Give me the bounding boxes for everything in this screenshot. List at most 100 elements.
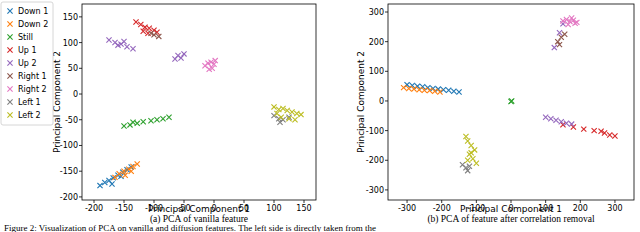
y-tick [79,16,82,17]
y-tick [385,71,388,72]
point [289,109,294,114]
x-tick-label: -200 [433,204,451,213]
legend-label: Up 2 [18,59,37,68]
point [166,115,171,120]
point [474,161,479,166]
legend-label: Left 2 [18,111,41,120]
x-tick-label: -150 [115,204,133,213]
legend: Down 1Down 2StillUp 1Up 2Right 1Right 2L… [1,2,53,125]
point [160,116,165,121]
point [446,88,451,93]
x-tick [154,200,155,203]
y-tick [79,94,82,95]
y-tick-label: 0 [73,90,78,99]
point [581,127,586,132]
legend-label: Down 1 [18,7,48,16]
point [135,161,140,166]
point [592,128,597,133]
y-tick [79,68,82,69]
y-tick-label: -200 [60,193,78,202]
legend-marker [7,112,12,117]
point [543,115,548,120]
point [172,56,177,61]
point [117,171,122,176]
point [465,158,470,163]
point [213,58,218,63]
x-tick-label: -300 [398,204,416,213]
x-tick [124,200,125,203]
point [147,26,152,31]
y-tick-label: -200 [366,156,384,165]
point [141,119,146,124]
point [437,89,442,94]
point [432,89,437,94]
point [401,85,406,90]
point [130,46,135,51]
y-tick-label: 200 [369,38,384,47]
legend-marker [7,34,12,39]
x-tick [214,200,215,203]
x-tick [511,200,512,203]
point [181,51,186,56]
y-tick [79,196,82,197]
x-axis-label: Principal Component 1 [460,204,562,214]
y-tick-label: 300 [369,8,384,17]
point [451,89,456,94]
point [572,21,577,26]
x-tick [441,200,442,203]
point [562,32,567,37]
x-tick [184,200,185,203]
figure: -200-150-100-50050100150-200-150-100-500… [0,0,640,232]
point [271,113,276,118]
point [141,29,146,34]
point [559,119,564,124]
point [509,98,514,103]
point [469,143,474,148]
point [121,169,126,174]
y-tick-label: -100 [366,127,384,136]
point [210,66,215,71]
y-tick [385,12,388,13]
point [156,34,161,39]
x-tick [274,200,275,203]
legend-label: Down 2 [18,20,48,29]
point [427,88,432,93]
y-tick [385,100,388,101]
y-tick [385,41,388,42]
legend-label: Right 1 [18,72,47,81]
point [463,134,468,139]
point [294,111,299,116]
point [286,116,291,121]
x-tick-label: -200 [85,204,103,213]
legend-marker [7,73,12,78]
point [456,89,461,94]
y-axis-label: Principal Component 2 [356,51,366,153]
chart-1: -300-200-1000100200300-300-200-100010020… [356,4,634,225]
y-tick [79,119,82,120]
point [465,168,470,173]
y-tick-label: -100 [60,141,78,150]
y-tick [79,42,82,43]
points [401,15,618,173]
y-tick-label: -150 [60,167,78,176]
point [115,43,120,48]
x-tick [545,200,546,203]
legend-label: Left 1 [18,98,41,107]
point [508,99,513,104]
y-tick-label: -50 [65,116,78,125]
legend-label: Right 2 [18,85,47,94]
frame [82,4,316,200]
x-tick [476,200,477,203]
x-tick [94,200,95,203]
point [121,123,126,128]
x-tick [407,200,408,203]
y-tick-label: -300 [366,186,384,195]
point [133,19,138,24]
point [274,111,279,116]
x-tick-label: 100 [266,204,281,213]
point [612,133,617,138]
y-tick-label: 0 [379,97,384,106]
point [123,173,128,178]
y-tick-label: 50 [68,64,78,73]
point [271,104,276,109]
